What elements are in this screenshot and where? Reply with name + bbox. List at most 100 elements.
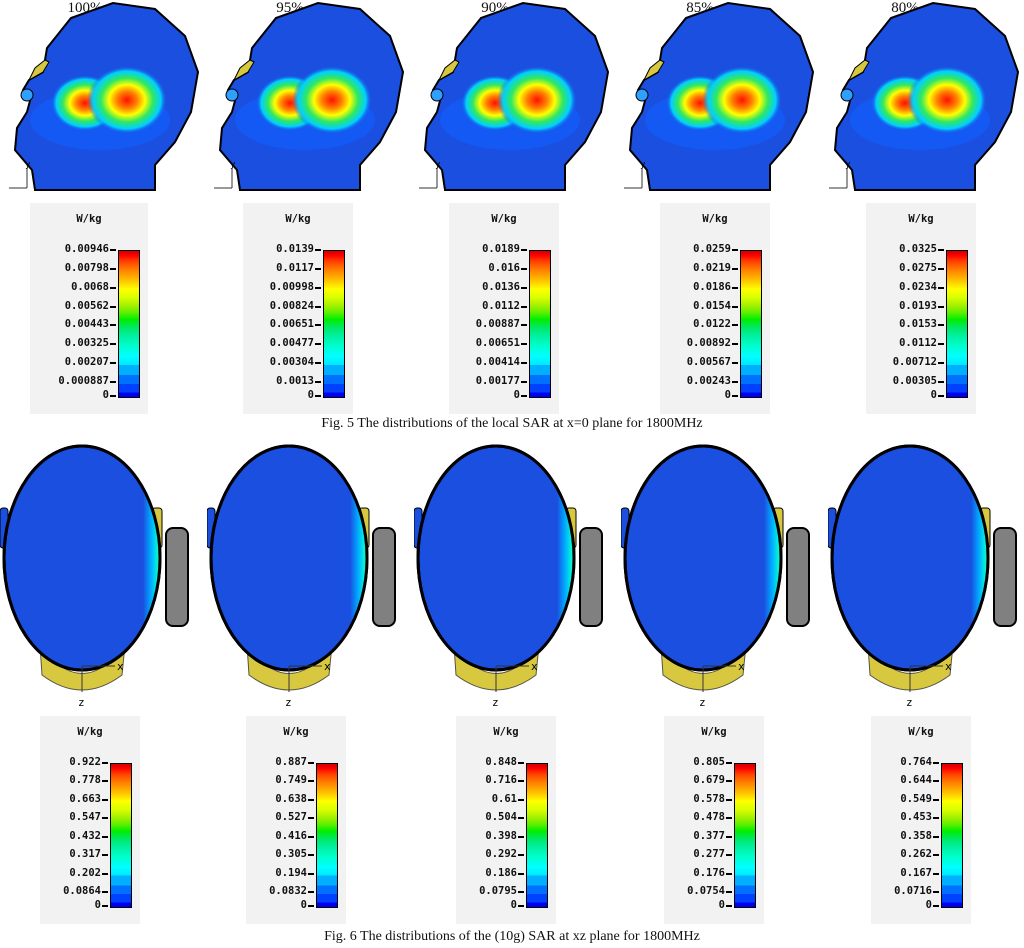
colorbar-tick-label: 0.00304	[269, 356, 314, 369]
colorbar-tick-label: 0.0234	[899, 280, 937, 293]
nose-skin	[27, 59, 50, 82]
colorbar-tick-label: 0.00177	[475, 375, 520, 387]
colorbar-tick	[102, 817, 108, 820]
top-view-head-sar-map: xz	[0, 444, 189, 709]
colorbar-tick	[110, 267, 116, 270]
colorbar-tick-label: 0	[718, 899, 725, 911]
colorbar-tick	[521, 305, 527, 308]
side-head-sar-map: yz	[210, 1, 405, 195]
colorbar-tick	[315, 305, 321, 308]
colorbar-tick	[726, 872, 732, 875]
colorbar-tick-label: 0.00946	[64, 243, 109, 255]
colorbar-tick	[518, 835, 524, 838]
nose-skin	[642, 59, 665, 82]
colorbar-tick	[521, 381, 527, 383]
colorbar-tick	[933, 872, 939, 875]
colorbar-tick-label: 0.848	[485, 756, 517, 768]
colorbar-tick	[732, 249, 738, 251]
colorbar-unit: W/kg	[283, 726, 309, 738]
colorbar-tick-label: 0.398	[485, 829, 517, 842]
colorbar-tick-label: 0.922	[69, 756, 101, 768]
colorbar-tick-label: 0.167	[900, 866, 932, 879]
colorbar-tick-label: 0.00414	[475, 356, 520, 369]
colorbar-tick-label: 0.0112	[899, 337, 937, 350]
colorbar-tick	[732, 381, 738, 383]
colorbar-tick	[938, 395, 944, 397]
top-view-head-sar-map: xz	[828, 444, 1017, 709]
colorbar-tick	[102, 780, 108, 783]
colorbar-tick	[102, 762, 108, 764]
colorbar-legend: W/kg 0.0259 0.0219 0.0186 0.0154 0.0122 0.0089…	[660, 203, 770, 414]
colorbar-tick-label: 0.663	[69, 792, 101, 805]
axis-label-y: y	[845, 160, 851, 170]
colorbar-tick-label: 0.0864	[63, 885, 101, 897]
eye	[430, 88, 444, 102]
colorbar-legend: W/kg 0.922 0.778 0.663 0.547 0.432 0.317 0.202 0…	[40, 716, 140, 924]
colorbar-tick	[110, 305, 116, 308]
colorbar-legend: W/kg 0.848 0.716 0.61 0.504 0.398 0.292 0.186 0.…	[456, 716, 556, 924]
colorbar-gradient	[946, 250, 968, 398]
colorbar-tick	[933, 798, 939, 801]
colorbar-tick-label: 0.0275	[899, 261, 937, 274]
colorbar-tick	[315, 249, 321, 251]
axis-label-z: z	[285, 696, 292, 709]
colorbar-gradient	[526, 763, 548, 908]
axis-label-y: y	[25, 160, 31, 170]
colorbar-unit: W/kg	[76, 213, 102, 225]
colorbar-tick	[518, 891, 524, 893]
colorbar-tick-label: 0	[510, 899, 517, 911]
axis-label-x: x	[738, 660, 745, 673]
colorbar-tick-label: 0.00651	[269, 318, 314, 331]
axis-triad: xz	[78, 660, 124, 709]
colorbar-tick-label: 0.292	[485, 848, 517, 861]
colorbar-tick-label: 0.0112	[482, 299, 520, 312]
colorbar-tick-label: 0.016	[488, 261, 520, 274]
colorbar-tick	[308, 905, 314, 907]
eye	[225, 88, 239, 102]
axis-triad: yz	[210, 160, 236, 195]
colorbar-tick-label: 0.00712	[892, 356, 937, 369]
colorbar-tick	[308, 835, 314, 838]
colorbar-unit: W/kg	[491, 213, 517, 225]
colorbar-tick-label: 0	[94, 899, 101, 911]
colorbar-tick	[110, 324, 116, 327]
colorbar-tick-label: 0.0189	[482, 243, 520, 255]
colorbar-tick	[933, 817, 939, 820]
colorbar-tick-label: 0.00305	[892, 375, 937, 387]
colorbar-tick	[315, 324, 321, 327]
colorbar-tick-label: 0.547	[69, 811, 101, 824]
nose-skin	[437, 59, 460, 82]
colorbar-tick	[518, 817, 524, 820]
colorbar-unit: W/kg	[702, 213, 728, 225]
colorbar-tick	[732, 305, 738, 308]
fig6-caption: Fig. 6 The distributions of the (10g) SA…	[324, 929, 700, 944]
colorbar-tick-label: 0.186	[485, 866, 517, 879]
top-view-head-sar-map: xz	[207, 444, 396, 709]
colorbar-tick	[308, 854, 314, 857]
colorbar-unit: W/kg	[701, 726, 727, 738]
colorbar-tick	[726, 798, 732, 801]
colorbar-tick-label: 0.0122	[693, 318, 731, 331]
colorbar-tick	[521, 267, 527, 270]
colorbar-tick	[102, 798, 108, 801]
colorbar-unit: W/kg	[77, 726, 103, 738]
colorbar-tick	[102, 891, 108, 893]
axis-label-x: x	[324, 660, 331, 673]
colorbar-tick-label: 0.194	[275, 866, 307, 879]
colorbar-tick	[110, 249, 116, 251]
colorbar-tick-label: 0.00998	[269, 280, 314, 293]
colorbar-tick	[938, 249, 944, 251]
colorbar-tick	[938, 286, 944, 289]
colorbar-tick	[315, 267, 321, 270]
colorbar-gradient	[734, 763, 756, 908]
colorbar-tick-label: 0.716	[485, 774, 517, 787]
colorbar-unit: W/kg	[493, 726, 519, 738]
colorbar-tick	[315, 362, 321, 365]
colorbar-tick	[110, 343, 116, 346]
colorbar-tick-label: 0.0068	[71, 280, 109, 293]
colorbar-tick	[732, 286, 738, 289]
colorbar-tick-label: 0.00651	[475, 337, 520, 350]
colorbar-tick	[726, 817, 732, 820]
axis-triad: yz	[5, 160, 31, 195]
colorbar-tick	[732, 395, 738, 397]
